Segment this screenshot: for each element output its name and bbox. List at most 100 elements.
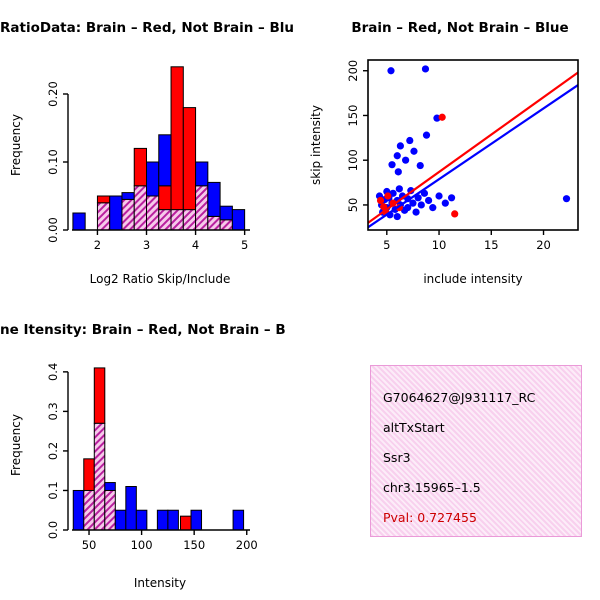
info-gene-id: G7064627@J931117_RC xyxy=(383,390,536,405)
hist-bar-purple xyxy=(93,422,106,531)
hist-intensity-title: ne Itensity: Brain – Red, Not Brain – B xyxy=(0,322,286,338)
hist-bar-blue xyxy=(190,509,203,531)
hist-bar-purple xyxy=(170,209,184,231)
hist-ratio-plot: 2 3 4 5 0.00 0.10 0.20 xyxy=(46,66,250,252)
x-tick-label: 15 xyxy=(484,238,499,252)
scatter-point-blue xyxy=(441,199,449,207)
hist-bar-red xyxy=(133,147,148,187)
hist-bar-blue xyxy=(232,509,245,531)
hist-bar-blue xyxy=(231,209,246,231)
x-tick-label: 10 xyxy=(432,238,447,252)
scatter-point-blue xyxy=(416,161,424,170)
x-tick-label: 4 xyxy=(192,238,199,252)
info-gene-symbol: Ssr3 xyxy=(383,450,411,465)
x-tick-label: 150 xyxy=(183,538,205,552)
hist-bar-purple xyxy=(146,195,160,231)
hist-bar-blue xyxy=(156,509,169,531)
hist-bar-blue xyxy=(114,509,127,531)
y-tick-label: 50 xyxy=(346,198,360,213)
hist-bar-blue xyxy=(121,192,135,200)
fit-line-blue xyxy=(367,84,579,229)
plot-box xyxy=(367,59,579,231)
hist-bar-blue xyxy=(104,482,116,491)
hist-bar-blue xyxy=(72,489,85,531)
scatter-point-red xyxy=(451,210,459,218)
hist-intensity-xlabel: Intensity xyxy=(133,576,187,590)
x-tick-label: 100 xyxy=(131,538,153,552)
scatter-point-blue xyxy=(422,131,431,139)
scatter-point-blue xyxy=(429,204,437,212)
y-tick-label: 0.1 xyxy=(46,481,60,499)
scatter-point-blue xyxy=(396,142,404,150)
hist-intensity-ylabel: Frequency xyxy=(9,414,23,476)
y-tick-label: 0.3 xyxy=(46,402,60,420)
scatter-title: Brain – Red, Not Brain – Blue xyxy=(351,20,569,36)
y-tick-label: 0.0 xyxy=(46,521,60,539)
scatter-point-blue xyxy=(387,67,395,75)
hist-bar-blue xyxy=(158,134,172,187)
hist-bar-blue xyxy=(72,212,86,231)
x-tick-label: 5 xyxy=(241,238,248,252)
hist-ratio-title: RatioData: Brain – Red, Not Brain – Blu xyxy=(0,20,295,36)
y-tick-label: 150 xyxy=(346,104,360,126)
scatter-point-blue xyxy=(421,65,430,73)
hist-bar-blue xyxy=(146,161,160,197)
scatter-ylabel: skip intensity xyxy=(309,105,323,185)
scatter-point-blue xyxy=(388,161,396,169)
y-tick-label: 0.4 xyxy=(46,363,60,381)
y-tick-label: 200 xyxy=(346,60,360,82)
hist-ratio-xlabel: Log2 Ratio Skip/Include xyxy=(89,272,231,286)
hist-bar-blue xyxy=(135,509,148,531)
scatter-point-blue xyxy=(393,152,401,160)
scatter-point-blue xyxy=(402,156,410,164)
info-pval: Pval: 0.727455 xyxy=(383,510,477,525)
scatter-point-blue xyxy=(409,199,417,207)
gene-info-box: G7064627@J931117_RC altTxStart Ssr3 chr3… xyxy=(370,365,582,537)
scatter-point-blue xyxy=(447,194,456,202)
y-tick-label: 100 xyxy=(346,149,360,171)
hist-bar-red xyxy=(83,458,95,491)
fit-line-red xyxy=(367,71,579,224)
hist-bar-purple xyxy=(195,185,209,231)
info-locus: chr3.15965–1.5 xyxy=(383,480,481,495)
scatter-plot: 5 10 15 20 50 100 150 200 xyxy=(346,59,579,252)
scatter-point-blue xyxy=(417,201,425,209)
hist-bar-purple xyxy=(219,219,233,231)
scatter-point-blue xyxy=(406,136,414,145)
hist-bar-purple xyxy=(96,202,111,231)
scatter-point-blue xyxy=(395,185,403,193)
hist-bar-purple xyxy=(182,209,197,231)
hist-bar-blue xyxy=(219,205,233,221)
hist-bar-red xyxy=(182,107,197,211)
hist-bar-red xyxy=(158,185,172,211)
y-tick-label: 0.20 xyxy=(46,81,60,107)
x-tick-label: 3 xyxy=(143,238,150,252)
hist-bar-blue xyxy=(109,195,123,231)
info-event-type: altTxStart xyxy=(383,420,445,435)
scatter-point-blue xyxy=(435,192,443,200)
scatter-point-blue xyxy=(410,147,418,155)
y-tick-label: 0.2 xyxy=(46,442,60,460)
hist-bar-purple xyxy=(158,209,172,231)
hist-bar-blue xyxy=(195,161,209,187)
scatter-point-blue xyxy=(394,168,402,176)
scatter-point-red xyxy=(376,196,385,205)
scatter-point-blue xyxy=(424,196,433,205)
y-tick-label: 0.00 xyxy=(46,217,60,243)
y-tick-label: 0.10 xyxy=(46,149,60,175)
scatter-point-blue xyxy=(562,195,571,203)
x-tick-label: 50 xyxy=(82,538,97,552)
hist-bar-purple xyxy=(104,489,116,531)
hist-bar-red xyxy=(96,195,111,204)
scatter-point-blue xyxy=(393,212,401,221)
hist-intensity-plot: 50 100 150 200 0.0 0.1 0.2 0.3 0.4 xyxy=(46,363,258,552)
hist-bar-blue xyxy=(207,181,221,217)
scatter-point-blue xyxy=(412,208,420,216)
scatter-point-blue xyxy=(404,204,412,212)
hist-ratio-ylabel: Frequency xyxy=(9,114,23,176)
hist-bar-purple xyxy=(133,185,148,231)
hist-bar-red xyxy=(170,66,184,211)
scatter-point-red xyxy=(438,113,446,121)
hist-bar-purple xyxy=(207,215,221,231)
